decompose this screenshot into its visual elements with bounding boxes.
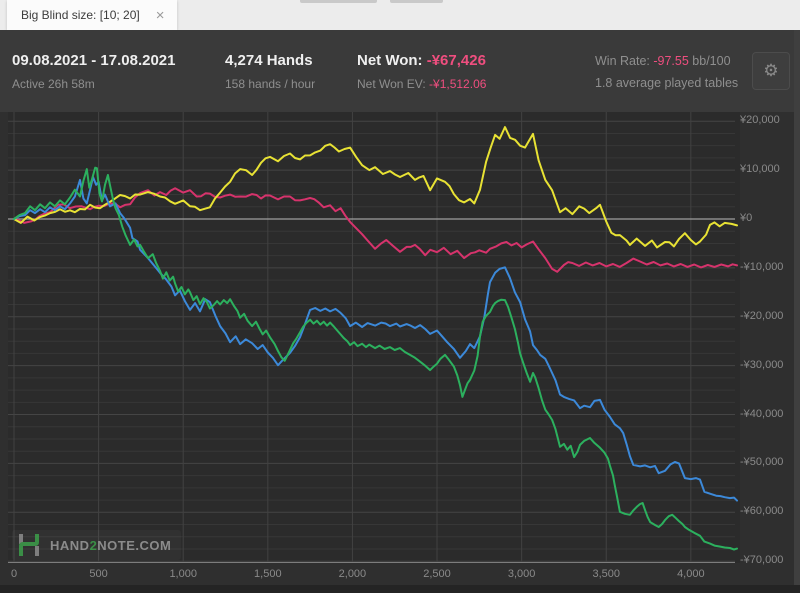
x-axis-tick-label: 3,500: [592, 568, 620, 580]
settings-button[interactable]: ⚙: [752, 52, 790, 90]
toolbar-stub: [390, 0, 443, 3]
y-axis-tick-label: -¥40,000: [740, 407, 784, 420]
win-rate-unit: bb/100: [688, 54, 731, 68]
bottom-panel-edge: [0, 585, 800, 593]
active-time: Active 26h 58m: [12, 77, 95, 91]
window-edge: [794, 30, 800, 585]
hands-per-hour: 158 hands / hour: [225, 77, 316, 91]
net-won-label: Net Won:: [357, 52, 427, 69]
blue-line: [13, 176, 738, 502]
tab-bar: Big Blind size: [10; 20] ×: [0, 0, 800, 30]
net-won-ev-row: Net Won EV: -¥1,512.06: [357, 77, 486, 91]
y-axis-tick-label: -¥20,000: [740, 309, 784, 322]
winnings-line-chart[interactable]: [8, 112, 740, 563]
net-won-ev-label: Net Won EV:: [357, 77, 430, 91]
hand2note-logo-mark: [19, 534, 39, 556]
x-axis-tick-label: 1,500: [254, 568, 282, 580]
x-axis-tick-label: 2,500: [423, 568, 451, 580]
y-axis-tick-label: -¥60,000: [740, 505, 784, 518]
y-axis-tick-label: ¥0: [740, 212, 753, 224]
net-won-ev-value: -¥1,512.06: [429, 77, 487, 91]
logo-text: HAND2NOTE.COM: [50, 537, 172, 553]
y-axis-tick-label: -¥10,000: [740, 260, 784, 273]
gear-icon: ⚙: [763, 61, 779, 80]
toolbar-stub: [300, 0, 377, 3]
win-rate-row: Win Rate: -97.55 bb/100: [595, 54, 731, 68]
close-icon[interactable]: ×: [155, 6, 165, 24]
x-axis-tick-label: 0: [10, 568, 18, 580]
y-axis-tick-label: ¥10,000: [740, 163, 780, 176]
x-axis-tick-label: 500: [89, 568, 108, 580]
yellow-line: [13, 126, 738, 249]
avg-tables: 1.8 average played tables: [595, 76, 739, 90]
x-axis-tick-label: 3,000: [507, 568, 536, 580]
green-line: [13, 166, 738, 551]
red-line: [13, 187, 738, 273]
tab-big-blind-size[interactable]: Big Blind size: [10; 20] ×: [7, 0, 177, 30]
date-range: 09.08.2021 - 17.08.2021: [12, 52, 176, 69]
net-won-value: -¥67,426: [426, 52, 486, 69]
x-axis-tick-label: 2,000: [338, 568, 367, 580]
y-axis-tick-label: -¥50,000: [740, 456, 784, 469]
net-won-row: Net Won: -¥67,426: [357, 52, 486, 69]
x-axis-tick-label: 1,000: [169, 568, 197, 580]
y-axis-tick-label: -¥30,000: [740, 358, 784, 371]
hand2note-logo[interactable]: HAND2NOTE.COM: [12, 530, 181, 560]
win-rate-value: -97.55: [653, 54, 689, 68]
stats-header: 09.08.2021 - 17.08.2021 Active 26h 58m 4…: [0, 30, 800, 112]
hands-count: 4,274 Hands: [225, 52, 313, 69]
y-axis-tick-label: -¥70,000: [740, 554, 784, 567]
tab-label: Big Blind size: [10; 20]: [21, 8, 140, 22]
win-rate-label: Win Rate:: [595, 54, 654, 68]
y-axis-tick-label: ¥20,000: [740, 114, 780, 127]
x-axis-tick-label: 4,000: [677, 568, 705, 580]
